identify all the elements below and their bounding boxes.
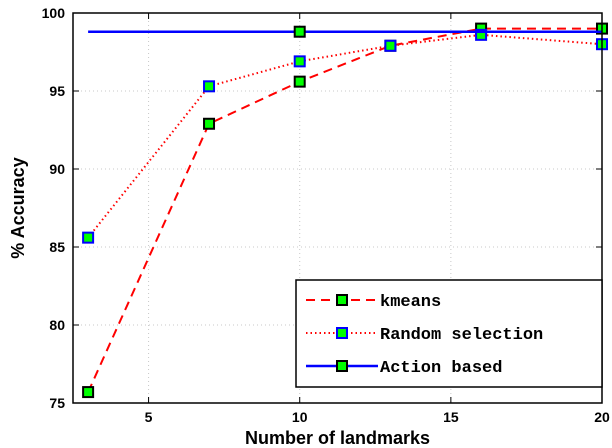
x-tick-label-3: 20 [594, 409, 610, 425]
data-point-action-based-1 [293, 25, 306, 38]
legend-marker-kmeans [336, 294, 348, 306]
series-line-kmeans [87, 27, 602, 393]
legend-marker-action-based [336, 360, 348, 372]
legend-marker-random-selection [336, 327, 348, 339]
y-tick-label-0: 75 [49, 395, 65, 411]
data-point-random-selection-4 [475, 28, 488, 41]
y-tick-label-5: 100 [42, 5, 66, 21]
data-point-kmeans-1 [203, 117, 216, 130]
y-tick-label-4: 95 [49, 83, 65, 99]
data-point-random-selection-0 [82, 231, 95, 244]
legend: kmeans Random selection Action based [295, 279, 603, 388]
x-axis-title: Number of landmarks [245, 428, 430, 448]
y-axis-title: % Accuracy [8, 157, 28, 258]
y-tick-label-2: 85 [49, 239, 65, 255]
x-tick-label-0: 5 [145, 409, 153, 425]
y-tick-label-3: 90 [49, 161, 65, 177]
legend-label-action-based: Action based [380, 359, 502, 378]
series-random-selection [82, 28, 608, 244]
series-line-random-selection [87, 33, 603, 239]
legend-label-kmeans: kmeans [380, 293, 441, 312]
data-point-kmeans-0 [82, 386, 95, 399]
data-point-random-selection-1 [203, 80, 216, 93]
data-point-random-selection-2 [293, 55, 306, 68]
y-tick-label-1: 80 [49, 317, 65, 333]
x-tick-label-1: 10 [292, 409, 308, 425]
legend-label-random-selection: Random selection [380, 326, 543, 345]
data-point-kmeans-2 [293, 75, 306, 88]
series-action-based [88, 25, 602, 38]
plot-frame [72, 12, 603, 404]
axis-ticks: 5 10 15 20 75 80 85 90 95 100 [42, 5, 610, 425]
data-point-random-selection-3 [384, 39, 397, 52]
x-tick-label-2: 15 [443, 409, 459, 425]
